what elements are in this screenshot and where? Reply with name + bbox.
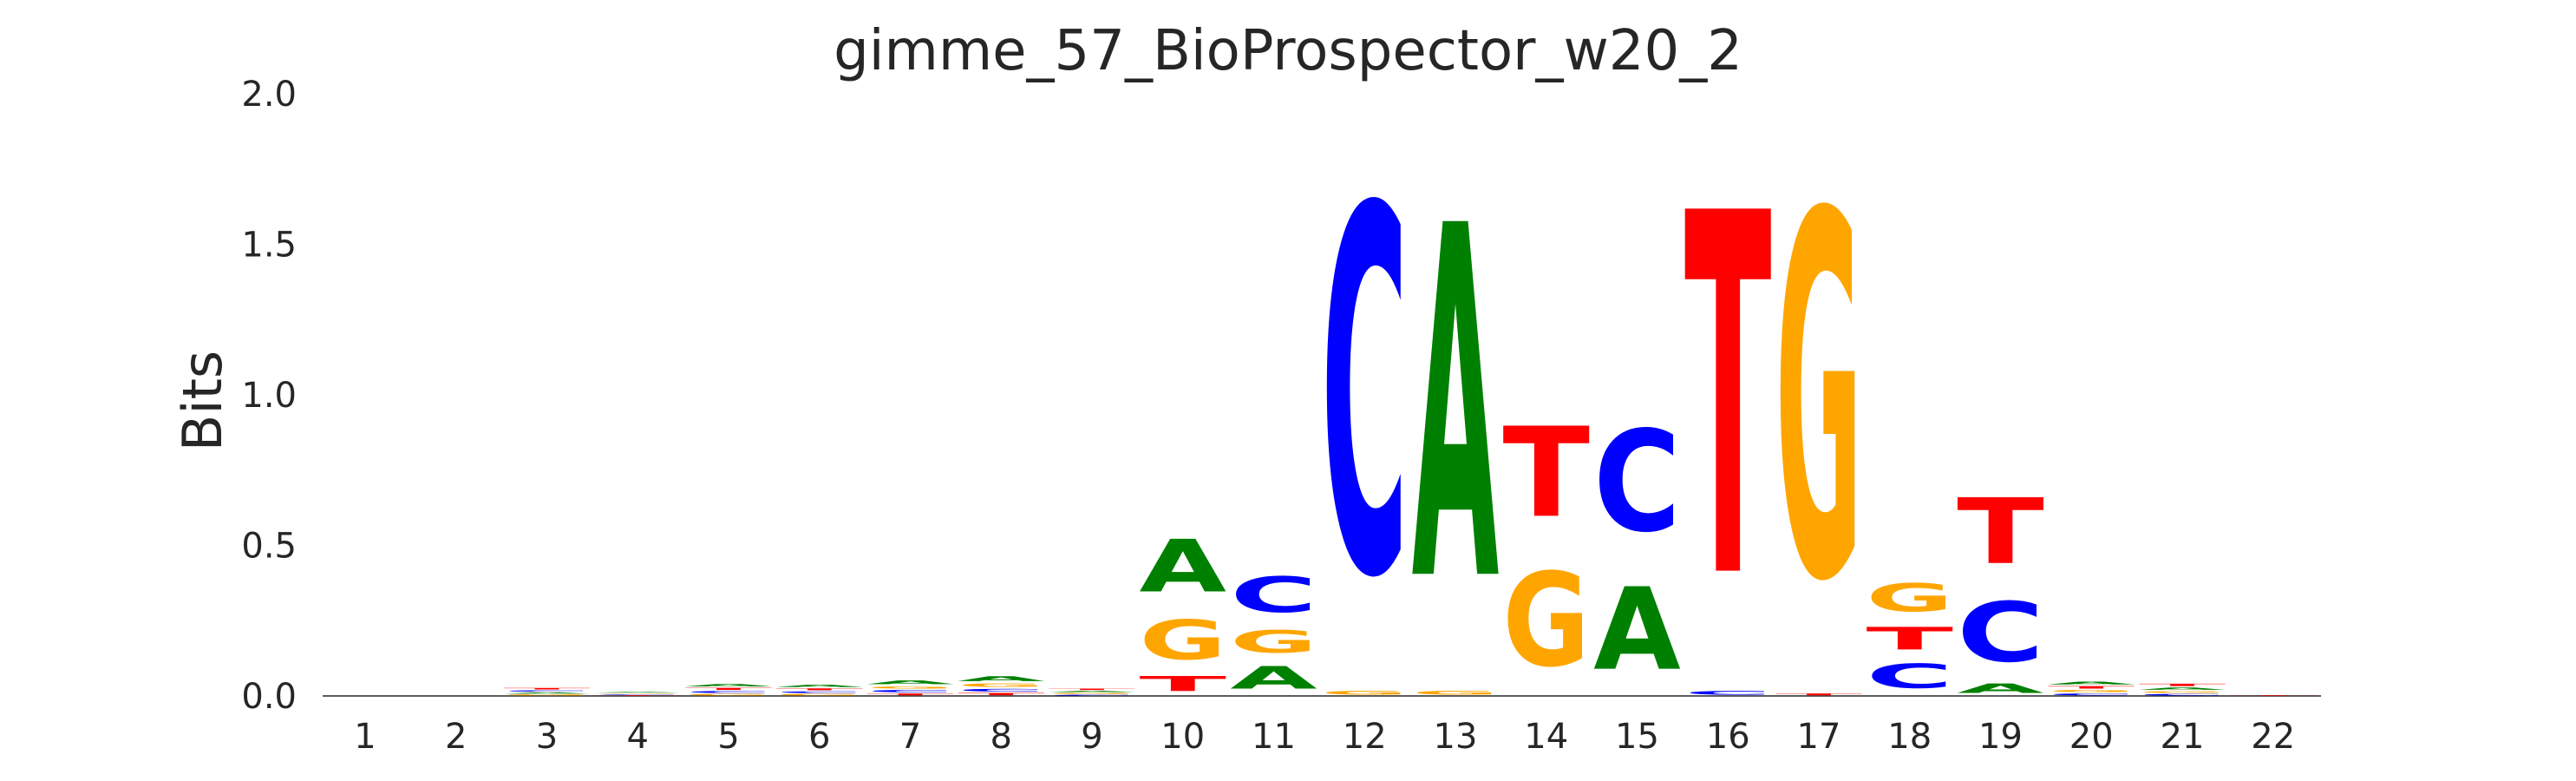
logo-letter-t: T — [594, 695, 682, 696]
logo-letter-a: A — [958, 675, 1045, 683]
logo-letter-a: A — [2048, 681, 2135, 686]
logo-letter-t: T — [685, 687, 773, 691]
logo-letter-g: G — [2139, 691, 2226, 693]
x-tick-label: 17 — [1797, 717, 1841, 757]
logo-letter-t: T — [2048, 686, 2135, 690]
x-tick-label: 16 — [1706, 717, 1750, 757]
x-tick-label: 20 — [2069, 717, 2114, 757]
x-tick-label: 21 — [2161, 717, 2205, 757]
y-tick-label: 0.5 — [241, 527, 297, 567]
logo-letter-a: A — [1049, 691, 1136, 692]
logo-letter-a: A — [1593, 563, 1681, 695]
logo-letter-a: A — [866, 679, 954, 686]
logo-letter-a: A — [1412, 126, 1500, 689]
logo-letter-a: A — [2139, 687, 2226, 691]
logo-letter-c: C — [594, 694, 682, 695]
chart-title: gimme_57_BioProspector_w20_2 — [834, 19, 1742, 83]
logo-letter-c: C — [1049, 694, 1136, 696]
logo-letter-g: G — [1230, 624, 1317, 660]
logo-letter-t: T — [958, 692, 1045, 696]
x-axis-ticks: 1 2 3 4 5 6 7 8 9 10 11 12 13 14 15 16 17 18 19 20 21 22 — [354, 717, 2295, 757]
x-tick-label: 9 — [1081, 717, 1102, 757]
logo-letter-t: T — [1502, 403, 1590, 546]
logo-letter-g: G — [1412, 690, 1500, 696]
logo-letter-t: T — [2139, 683, 2226, 687]
logo-letter-c: C — [503, 690, 591, 692]
y-tick-label: 1.0 — [241, 376, 297, 416]
logo-letter-a: A — [1139, 525, 1226, 609]
logo-letter-a: A — [1957, 681, 2044, 696]
x-tick-label: 13 — [1434, 717, 1478, 757]
logo-letter-g: G — [775, 693, 863, 696]
logo-letter-c: C — [2139, 693, 2226, 696]
logo-letter-a: A — [775, 684, 863, 687]
logo-letter-g: G — [503, 694, 591, 696]
logo-letter-t: T — [1957, 480, 2044, 585]
x-tick-label: 3 — [536, 717, 558, 757]
logo-letter-c: C — [2048, 693, 2135, 696]
logo-letter-t: T — [1049, 688, 1136, 691]
logo-letter-c: C — [1593, 403, 1681, 564]
logo-letter-t: T — [866, 693, 954, 696]
logo-letter-a: A — [1230, 660, 1317, 696]
logo-letter-g: G — [1139, 609, 1226, 672]
logo-letter-g: G — [1321, 690, 1409, 696]
x-tick-label: 4 — [627, 717, 649, 757]
logo-letter-a: A — [503, 692, 591, 693]
logo-letter-c: C — [1684, 690, 1772, 696]
logo-letter-t: T — [1775, 693, 1863, 696]
logo-letter-c: C — [1321, 105, 1409, 689]
logo-letter-g: G — [2048, 689, 2135, 692]
x-tick-label: 19 — [1978, 717, 2023, 757]
logo-letter-c: C — [866, 689, 954, 692]
y-axis-label: Bits — [171, 351, 234, 451]
x-tick-label: 22 — [2251, 717, 2295, 757]
x-tick-label: 12 — [1343, 717, 1387, 757]
logo-letter-t: T — [2229, 695, 2317, 696]
logo-letter-g: G — [594, 693, 682, 694]
logo-letter-t: T — [503, 687, 591, 690]
logo-letter-t: T — [775, 688, 863, 691]
logo-letter-c: C — [1866, 657, 1953, 696]
x-tick-label: 1 — [354, 717, 376, 757]
logo-letter-c: C — [1230, 567, 1317, 624]
logo-letter-g: G — [1049, 692, 1136, 694]
logo-letter-t: T — [1139, 672, 1226, 696]
x-tick-label: 15 — [1615, 717, 1659, 757]
x-tick-label: 2 — [445, 717, 467, 757]
x-tick-label: 6 — [808, 717, 830, 757]
x-tick-label: 18 — [1887, 717, 1932, 757]
logo-letter-g: G — [1502, 547, 1590, 696]
logo-letter-a: A — [685, 683, 773, 686]
logo-letter-c: C — [775, 691, 863, 693]
x-tick-label: 10 — [1161, 717, 1205, 757]
logo-letter-c: C — [1957, 585, 2044, 680]
logo-letter-g: G — [866, 686, 954, 689]
y-tick-label: 0.0 — [241, 677, 297, 717]
y-axis-ticks: 0.0 0.5 1.0 1.5 2.0 — [241, 75, 297, 717]
x-tick-label: 11 — [1252, 717, 1296, 757]
logo-letter-g: G — [1866, 575, 1953, 620]
logo-letter-t: T — [1866, 620, 1953, 656]
logo-letter-c: C — [958, 688, 1045, 692]
y-tick-label: 1.5 — [241, 226, 297, 266]
x-tick-label: 7 — [899, 717, 921, 757]
logo-letter-g: G — [685, 693, 773, 696]
x-tick-label: 8 — [991, 717, 1012, 757]
logo-letter-t: T — [1684, 109, 1772, 688]
y-tick-label: 2.0 — [241, 75, 297, 115]
logo-letter-g: G — [958, 683, 1045, 688]
logo-letter-c: C — [685, 691, 773, 693]
x-tick-label: 14 — [1524, 717, 1568, 757]
logo-letter-g: G — [1775, 111, 1863, 692]
x-tick-label: 5 — [717, 717, 739, 757]
